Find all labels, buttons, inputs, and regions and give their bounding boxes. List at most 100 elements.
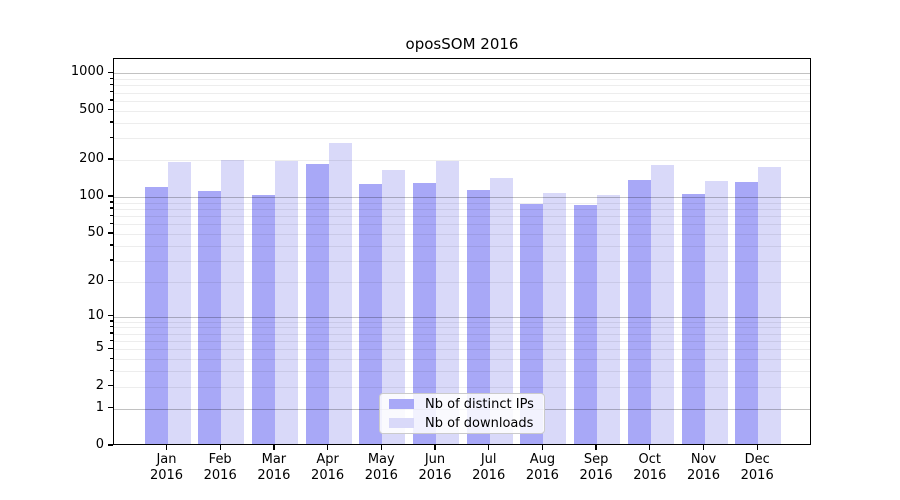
y-tick-mark-minor (110, 357, 113, 360)
gridline-minor (114, 85, 810, 87)
bar-distinct-ips (520, 203, 544, 444)
gridline-minor (114, 341, 810, 343)
bar-downloads (758, 167, 782, 444)
x-tick-label-line: 2016 (686, 467, 721, 483)
x-tick-mark (595, 445, 597, 450)
x-tick-mark (649, 445, 651, 450)
gridline-minor (114, 349, 810, 351)
bar-downloads (328, 143, 352, 444)
x-tick-mark (273, 445, 275, 450)
x-tick-mark (380, 445, 382, 450)
y-tick-mark-minor (110, 259, 113, 261)
gridline-minor (114, 216, 810, 218)
y-tick-mark-minor (110, 91, 113, 93)
x-tick-mark (434, 445, 436, 450)
x-tick-label-line: 2016 (579, 467, 613, 483)
y-tick-mark-minor (110, 244, 113, 246)
bar-downloads (704, 181, 728, 444)
x-tick-label-line: 2016 (525, 467, 559, 483)
y-tick-mark (108, 195, 113, 197)
y-tick-mark-minor (110, 369, 113, 372)
gridline-minor (114, 321, 810, 323)
x-tick-label-line: 2016 (257, 467, 291, 483)
x-tick-mark (219, 445, 221, 450)
x-tick-label-line: Oct (638, 452, 662, 467)
bar-downloads (436, 161, 459, 444)
gridline-major (114, 73, 810, 75)
bar-downloads (382, 169, 406, 444)
x-tick-label-line: Feb (208, 452, 232, 467)
x-tick-label-line: 2016 (364, 467, 398, 483)
y-tick-mark-minor (110, 121, 113, 123)
x-tick-label-line: 2016 (203, 467, 237, 483)
bar-distinct-ips (627, 180, 651, 444)
x-tick-mark (488, 445, 490, 450)
gridline-minor (114, 110, 810, 112)
y-tick-label: 500 (79, 101, 104, 117)
bar-downloads (597, 194, 621, 444)
x-tick-label: Nov 2016 (672, 452, 736, 483)
bar-downloads (274, 160, 298, 444)
bar-downloads (221, 160, 245, 444)
x-tick-label: May 2016 (349, 452, 413, 483)
gridline-minor (114, 92, 810, 94)
bar-distinct-ips (574, 205, 598, 444)
gridline-minor (114, 224, 810, 226)
bar-downloads (167, 161, 191, 444)
y-tick-mark (108, 385, 113, 387)
gridline-minor (114, 208, 810, 210)
x-tick-label: Mar 2016 (242, 452, 306, 483)
x-tick-label-line: 2016 (311, 467, 345, 483)
x-tick-label-line: 2016 (418, 467, 452, 483)
y-tick-label: 2 (95, 377, 104, 393)
x-tick-label-line: 2016 (740, 467, 774, 483)
x-tick-label-line: Sep (583, 452, 609, 467)
y-tick-label: 0 (95, 437, 104, 452)
y-tick-label: 1000 (70, 64, 104, 80)
y-tick-mark-minor (110, 201, 113, 203)
y-tick-mark-minor (110, 320, 113, 322)
legend-swatch-distinct-ips (389, 399, 414, 409)
x-tick-mark (541, 445, 544, 450)
x-tick-label-line: May (367, 452, 395, 467)
y-tick-mark-minor (110, 222, 113, 225)
x-tick-label-line: Jul (480, 452, 497, 467)
y-tick-mark (108, 314, 113, 317)
y-tick-mark-minor (110, 136, 113, 139)
y-tick-mark (108, 406, 113, 409)
y-tick-label: 1 (95, 399, 104, 415)
gridline-minor (114, 327, 810, 329)
gridline-minor (114, 159, 810, 161)
x-tick-mark (702, 445, 705, 450)
x-tick-label: Jul 2016 (457, 452, 521, 483)
legend-item: Nb of downloads (380, 416, 544, 431)
y-tick-label: 100 (79, 188, 104, 204)
gridline-minor (114, 138, 810, 140)
y-tick-mark (108, 280, 113, 282)
x-tick-label-line: 2016 (472, 467, 506, 483)
bar-downloads (650, 165, 674, 444)
y-tick-mark (108, 71, 113, 74)
gridline-minor (114, 245, 810, 247)
bar-distinct-ips (144, 186, 168, 444)
x-tick-label-line: Apr (316, 452, 339, 467)
y-tick-label: 10 (87, 307, 104, 323)
chart-title: oposSOM 2016 (405, 35, 519, 53)
gridline-major (114, 316, 810, 318)
x-tick-label: Oct 2016 (618, 452, 682, 483)
x-tick-label: Jun 2016 (403, 452, 467, 483)
x-tick-mark (165, 445, 168, 450)
y-tick-mark (108, 232, 113, 234)
x-tick-label-line: Mar (261, 452, 287, 467)
gridline-minor (114, 202, 810, 204)
gridline-minor (114, 122, 810, 124)
bar-distinct-ips (198, 190, 222, 444)
x-tick-label: Aug 2016 (510, 452, 574, 483)
y-tick-mark-minor (110, 99, 113, 101)
bar-distinct-ips (359, 184, 383, 444)
gridline-minor (114, 233, 810, 235)
legend: Nb of distinct IPs Nb of downloads (379, 393, 545, 434)
bar-downloads (543, 192, 567, 444)
y-tick-mark-minor (110, 77, 113, 79)
